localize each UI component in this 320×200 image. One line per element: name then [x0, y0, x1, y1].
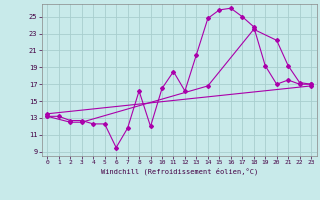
X-axis label: Windchill (Refroidissement éolien,°C): Windchill (Refroidissement éolien,°C): [100, 168, 258, 175]
